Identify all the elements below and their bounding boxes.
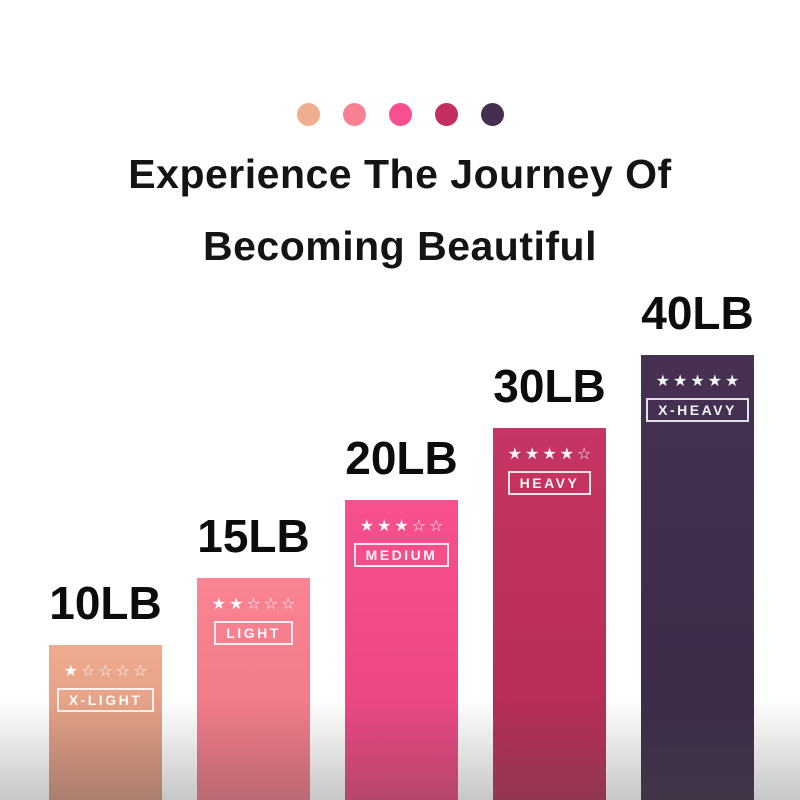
level-label: HEAVY [507,471,592,495]
bar-weight-label: 30LB [493,360,606,412]
palette-dot-x-heavy [480,103,504,126]
palette-dots [0,103,800,126]
star-rating: ★☆☆☆☆ [63,661,151,680]
title-line-1: Experience The Journey Of [128,151,672,197]
level-label: LIGHT [214,621,293,645]
star-rating: ★★★☆☆ [359,516,447,535]
bar-column: 15LB ★★☆☆☆ LIGHT [197,509,310,800]
bar-weight-label: 20LB [345,432,458,484]
bar-column: 40LB ★★★★★ X-HEAVY [641,286,754,800]
title-line-2: Becoming Beautiful [203,223,597,269]
bar-column: 10LB ★☆☆☆☆ X-LIGHT [49,576,162,800]
bar-weight-label: 10LB [49,577,162,629]
bar: ★★☆☆☆ LIGHT [197,578,310,800]
page-title: Experience The Journey Of Becoming Beaut… [0,138,800,282]
bar: ★☆☆☆☆ X-LIGHT [49,645,162,800]
bar: ★★★★★ X-HEAVY [641,355,754,800]
bar: ★★★☆☆ MEDIUM [345,500,458,800]
star-rating: ★★☆☆☆ [211,594,299,613]
palette-dot-heavy [434,103,458,126]
bar-weight-label: 40LB [641,287,754,339]
bar-chart: 10LB ★☆☆☆☆ X-LIGHT 15LB ★★☆☆☆ LIGHT 20LB… [49,286,754,800]
level-label: X-LIGHT [56,688,155,712]
star-rating: ★★★★★ [655,371,743,390]
bar-column: 30LB ★★★★☆ HEAVY [493,359,606,800]
bar: ★★★★☆ HEAVY [493,428,606,800]
bar-weight-label: 15LB [197,510,310,562]
palette-dot-x-light [296,103,320,126]
level-label: MEDIUM [353,543,450,567]
bar-column: 20LB ★★★☆☆ MEDIUM [345,431,458,800]
palette-dot-light [342,103,366,126]
level-label: X-HEAVY [646,398,749,422]
palette-dot-medium [388,103,412,126]
star-rating: ★★★★☆ [507,444,595,463]
